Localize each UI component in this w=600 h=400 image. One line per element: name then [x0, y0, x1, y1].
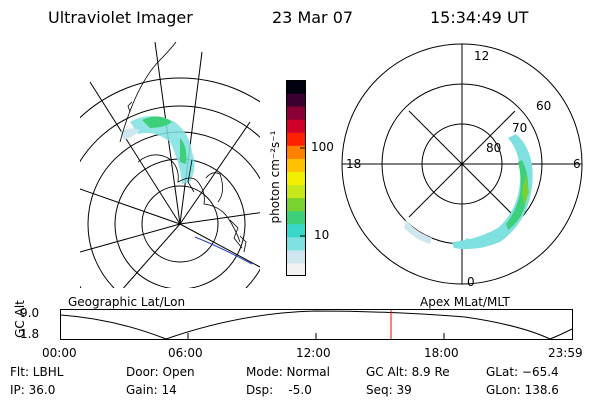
meridian [89, 81, 181, 225]
lat-70-label: 70 [512, 121, 527, 135]
door-info: Door: Open [126, 365, 195, 379]
colorbar-segment [286, 80, 306, 94]
polar-label: Apex MLat/MLT [420, 295, 510, 309]
colorbar-segment [286, 106, 306, 120]
colorbar [286, 80, 306, 276]
time-tick-4: 23:59 [548, 346, 583, 360]
colorbar-segment [286, 197, 306, 212]
satellite-ground-track [194, 236, 253, 265]
colorbar-segment [286, 171, 306, 186]
colorbar-segment [286, 119, 306, 133]
lat-circle [80, 77, 260, 119]
time-tick-2: 12:00 [296, 346, 331, 360]
colorbar-segment [286, 132, 306, 146]
meridian [179, 223, 260, 268]
colorbar-unit-label: photon cm⁻²s⁻¹ [268, 130, 282, 224]
altitude-ytick-low: 1.8 [20, 327, 40, 341]
seq-info: Seq: 39 [366, 383, 412, 397]
colorbar-segment [286, 93, 306, 107]
gain-info: Gain: 14 [126, 383, 177, 397]
time-tick-0: 00:00 [42, 346, 77, 360]
colorbar-segment [286, 262, 306, 276]
lat-circle [80, 105, 260, 288]
mlt-12-label: 12 [474, 49, 489, 63]
altitude-plot [60, 309, 573, 340]
meridian [179, 212, 260, 225]
filter-info: Flt: LBHL [10, 365, 64, 379]
mlt-6-label: 6 [573, 157, 581, 171]
meridian [80, 223, 181, 253]
time-tick-1: 06:00 [168, 346, 203, 360]
lat-circle [141, 185, 219, 263]
colorbar-segment [286, 210, 306, 225]
polar-plot: 12 6 18 0 60 70 80 [341, 43, 583, 289]
meridian [122, 223, 181, 288]
dsp-info: Dsp: -5.0 [246, 383, 312, 397]
time-tick-3: 18:00 [424, 346, 459, 360]
time-label: 15:34:49 UT [430, 8, 529, 27]
mode-info: Mode: Normal [246, 365, 330, 379]
glat-info: GLat: −65.4 [486, 365, 559, 379]
colorbar-segment [286, 184, 306, 199]
colorbar-frame [286, 80, 306, 276]
geographic-map [80, 42, 260, 288]
gc-alt-info: GC Alt: 8.9 Re [366, 365, 450, 379]
geographic-label: Geographic Lat/Lon [68, 295, 186, 309]
aurora-oval [404, 134, 533, 250]
mlt-18-label: 18 [346, 157, 361, 171]
colorbar-segment [286, 236, 306, 251]
colorbar-segment [286, 249, 306, 264]
altitude-frame [60, 309, 573, 340]
meridian [80, 188, 181, 225]
instrument-title: Ultraviolet Imager [48, 8, 193, 27]
aurora-emission [120, 116, 195, 184]
lat-60-label: 60 [536, 99, 551, 113]
mlt-0-label: 0 [467, 275, 475, 289]
coastlines [119, 42, 247, 253]
date-label: 23 Mar 07 [272, 8, 354, 27]
colorbar-segment [286, 223, 306, 238]
altitude-ytick-high: 9.0 [20, 306, 40, 320]
colorbar-tick-100-label: 100 [311, 140, 334, 154]
colorbar-segment [286, 158, 306, 172]
altitude-curve [60, 310, 573, 340]
ip-info: IP: 36.0 [10, 383, 56, 397]
colorbar-tick-10-label: 10 [314, 228, 330, 242]
lat-80-label: 80 [486, 141, 501, 155]
glon-info: GLon: 138.6 [486, 383, 559, 397]
lat-circle [87, 131, 260, 288]
meridian [179, 51, 203, 225]
colorbar-segment [286, 145, 306, 159]
mlt-diagonal [408, 110, 516, 218]
